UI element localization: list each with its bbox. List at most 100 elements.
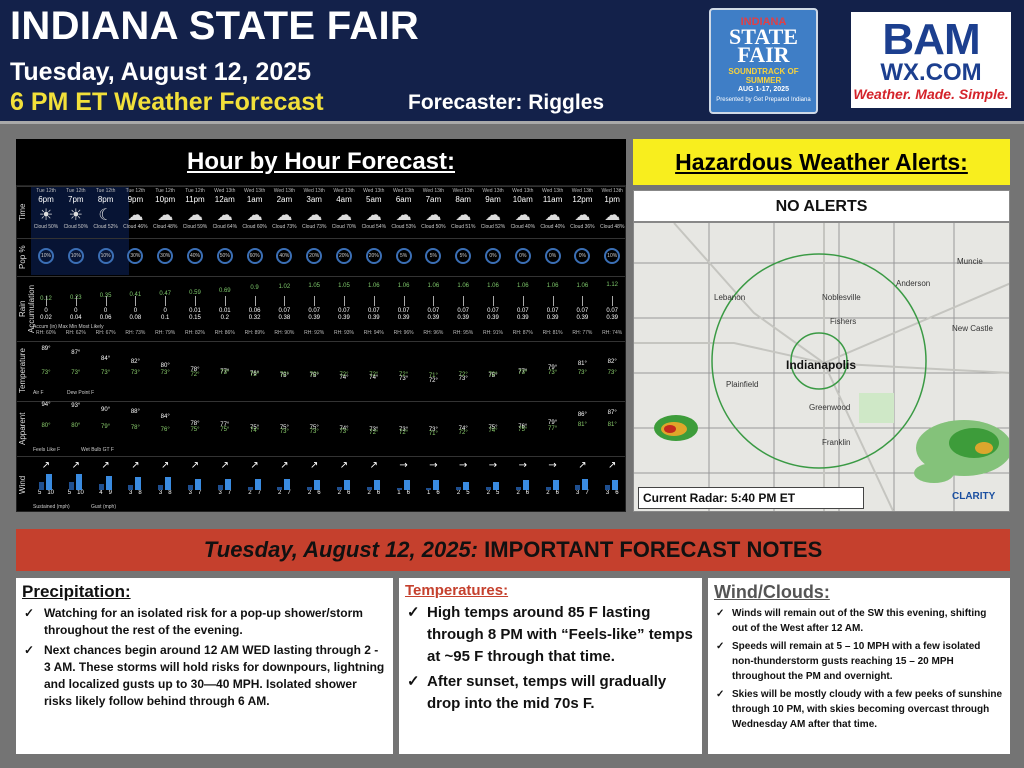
gust-bar bbox=[195, 478, 201, 490]
rain-accum: 0.07 bbox=[546, 308, 559, 314]
gust-bar bbox=[433, 480, 440, 490]
wet-bulb: 81° bbox=[607, 422, 617, 428]
rain-max: 0.59 bbox=[189, 289, 201, 296]
hour-day: Wed 13th bbox=[363, 188, 385, 194]
relative-humidity: RH: 91% bbox=[482, 330, 503, 336]
dew-point: 73° bbox=[160, 370, 170, 376]
hour-day: Wed 13th bbox=[422, 188, 445, 194]
checkmark-icon: ✓ bbox=[24, 606, 35, 620]
wind-clouds-panel: Wind/Clouds: ✓ Winds will remain out of t… bbox=[708, 578, 1010, 754]
hour-day: Tue 12th bbox=[36, 188, 56, 194]
city-fishers: Fishers bbox=[830, 317, 857, 326]
rain-accum-likely: 0.1 bbox=[161, 315, 170, 321]
rain-range-bar bbox=[224, 296, 226, 306]
dew-point: 73° bbox=[577, 370, 587, 376]
hour-day: Wed 13th bbox=[303, 188, 325, 194]
rain-max: 1.06 bbox=[427, 283, 440, 290]
rain-range-bar bbox=[433, 296, 435, 306]
hour-time: 12am bbox=[214, 195, 235, 204]
gust-speed: 10 bbox=[47, 490, 55, 496]
hour-day: Tue 12th bbox=[95, 188, 116, 194]
hour-day: Wed 13th bbox=[273, 188, 296, 194]
rain-range-bar bbox=[105, 296, 107, 306]
wet-bulb: 75° bbox=[190, 427, 200, 434]
wind-bars bbox=[180, 472, 210, 490]
wind-bars bbox=[240, 472, 270, 490]
hour-day: Wed 13th bbox=[482, 188, 504, 194]
rain-accum-likely: 0.39 bbox=[427, 315, 440, 321]
air-temp: 74° bbox=[369, 374, 379, 381]
cloud-cover: Cloud 50% bbox=[421, 224, 446, 230]
wind-speeds: 5 10 bbox=[31, 490, 61, 496]
rain-max: 1.06 bbox=[367, 283, 380, 290]
rain-accum-likely: 0.15 bbox=[189, 315, 201, 321]
sustained-bar bbox=[68, 482, 74, 490]
grid-band-line bbox=[17, 238, 625, 239]
note-text: Skies will be mostly cloudy with a few p… bbox=[732, 689, 1003, 730]
wind-clouds-title: Wind/Clouds: bbox=[714, 582, 830, 602]
rain-accum-likely: 0.04 bbox=[69, 315, 82, 321]
sustained-bar bbox=[426, 488, 432, 490]
wet-bulb: 76° bbox=[160, 426, 170, 433]
wet-bulb: 73° bbox=[339, 429, 349, 436]
wet-bulb: 75° bbox=[220, 427, 230, 434]
gust-speed: 10 bbox=[77, 490, 84, 496]
feels-like: 75° bbox=[488, 424, 498, 431]
relative-humidity: RH: 92% bbox=[304, 330, 325, 336]
relative-humidity: RH: 79% bbox=[155, 330, 176, 336]
rain-accum-likely: 0.39 bbox=[576, 315, 589, 321]
rain-range-bar bbox=[403, 296, 405, 306]
air-temp: 89° bbox=[41, 346, 51, 352]
wind-direction-icon: ↗ bbox=[578, 460, 587, 471]
hour-day: Wed 13th bbox=[214, 188, 236, 194]
weather-icon: ☾ bbox=[98, 207, 113, 224]
weather-icon: ☁ bbox=[574, 207, 591, 224]
hour-time: 8am bbox=[455, 195, 471, 204]
sustained-bar bbox=[307, 486, 313, 490]
air-temp: 80° bbox=[160, 363, 170, 370]
feels-like: 73° bbox=[428, 427, 438, 434]
pop-circle: 30% bbox=[127, 248, 144, 264]
hour-time: 7pm bbox=[68, 195, 84, 204]
gust-speed: 6 bbox=[525, 490, 530, 496]
rain-max: 1.02 bbox=[278, 283, 291, 290]
apparent-legend-wbgt: Wet Bulb GT F bbox=[81, 447, 114, 453]
rain-max: 0.69 bbox=[218, 288, 231, 295]
wet-bulb: 72° bbox=[458, 430, 468, 437]
rain-max: 0.41 bbox=[120, 292, 150, 298]
gust-speed: 8 bbox=[138, 490, 142, 496]
wet-bulb: 79° bbox=[101, 423, 111, 430]
accum-legend: Accum (in) Max Min Most Likely bbox=[33, 324, 104, 330]
sustained-bar bbox=[545, 486, 551, 490]
city-noblesville: Noblesville bbox=[822, 293, 861, 302]
sustained-bar bbox=[366, 486, 372, 490]
notes-banner-title: IMPORTANT FORECAST NOTES bbox=[478, 537, 823, 562]
rain-max: 1.06 bbox=[576, 283, 589, 290]
wind-direction-icon: ↗ bbox=[160, 460, 170, 471]
list-item: ✓ Speeds will remain at 5 – 10 MPH with a… bbox=[714, 639, 1004, 684]
sustained-speed: 5 bbox=[67, 490, 72, 496]
hazard-title: Hazardous Weather Alerts: bbox=[633, 139, 1010, 185]
gust-speed: 6 bbox=[317, 490, 321, 496]
radar-map: Muncie Anderson Lebanon Noblesville Fish… bbox=[633, 222, 1010, 512]
weather-icon: ☁ bbox=[246, 207, 263, 224]
weather-icon: ☁ bbox=[455, 207, 472, 224]
wind-column: → 1 6 bbox=[418, 460, 448, 496]
gust-bar bbox=[135, 477, 142, 490]
wind-column: ↗ 3 7 bbox=[567, 460, 597, 496]
wind-bars bbox=[150, 472, 180, 490]
rain-accum: 0.07 bbox=[576, 308, 589, 314]
gust-speed: 6 bbox=[376, 490, 381, 496]
gust-bar bbox=[373, 480, 380, 490]
gust-speed: 9 bbox=[108, 490, 112, 496]
feels-like: 87° bbox=[607, 410, 617, 417]
rain-accum: 0 bbox=[103, 308, 108, 314]
dew-point: 72° bbox=[488, 371, 498, 378]
dew-point: 72° bbox=[309, 371, 319, 378]
pop-circle: 20% bbox=[306, 248, 323, 264]
air-temp: 75° bbox=[309, 372, 319, 379]
